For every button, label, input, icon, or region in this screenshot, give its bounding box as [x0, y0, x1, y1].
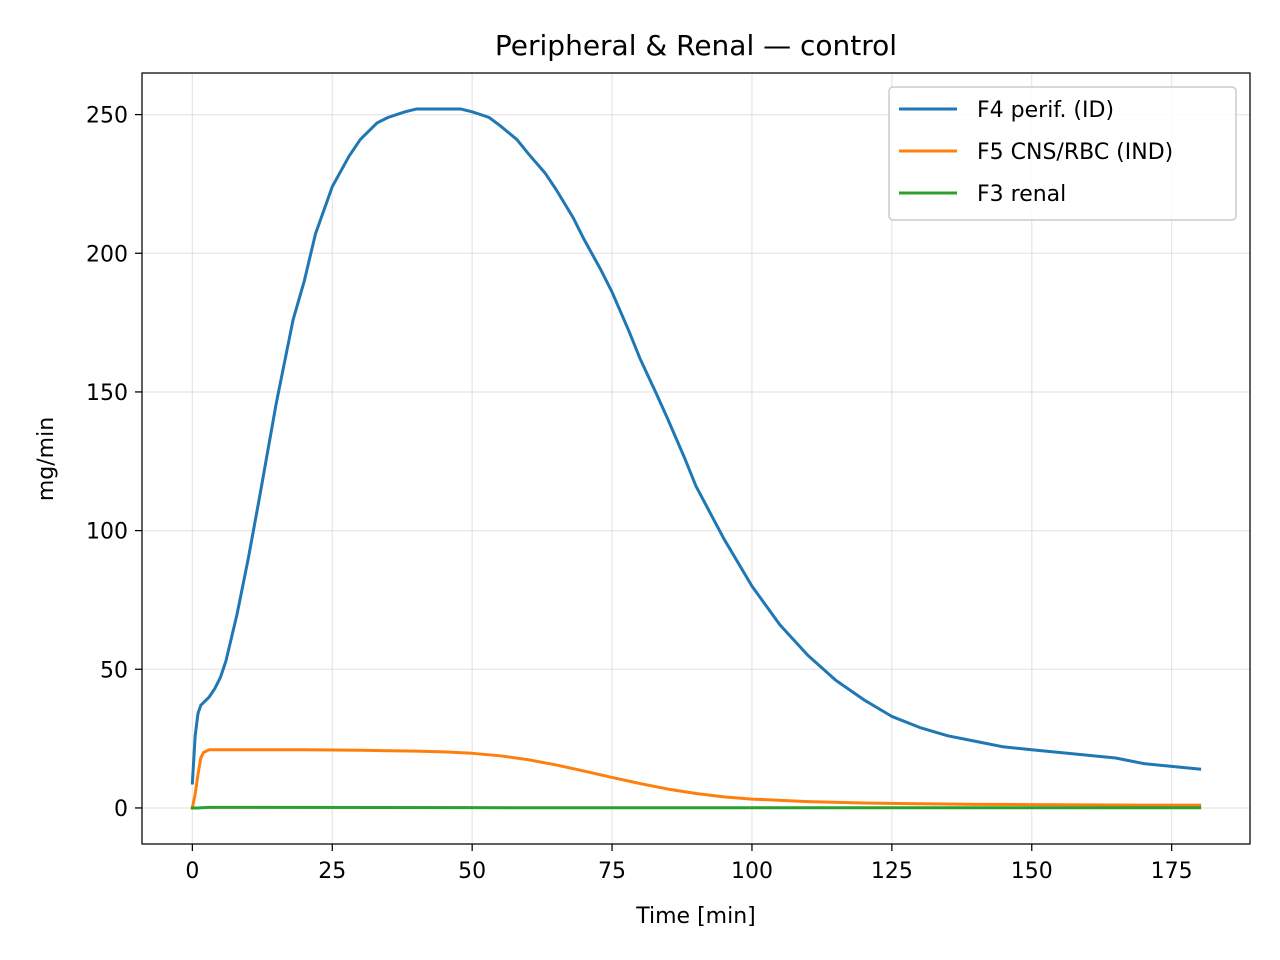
series-layer	[190, 107, 1202, 810]
series-line-2	[190, 748, 1202, 810]
y-tick-label: 0	[114, 797, 128, 822]
legend-label-3: F3 renal	[977, 182, 1066, 207]
series-line-3	[190, 805, 1202, 810]
plot-frame	[141, 72, 1251, 845]
x-tick-label: 125	[871, 859, 913, 884]
y-axis-label: mg/min	[34, 417, 59, 501]
y-tick-label: 100	[86, 520, 128, 545]
legend-items: F4 perif. (ID) F5 CNS/RBC (IND) F3 renal	[899, 98, 1173, 207]
x-tick-label: 50	[458, 859, 486, 884]
x-tick-label: 0	[185, 859, 199, 884]
x-tick-label: 75	[598, 859, 626, 884]
series-line-1	[190, 107, 1202, 785]
x-tick-label: 25	[318, 859, 346, 884]
x-tick-label: 150	[1011, 859, 1053, 884]
x-axis-label: Time [min]	[635, 904, 756, 929]
legend-label-1: F4 perif. (ID)	[977, 98, 1114, 123]
y-tick-label: 250	[86, 104, 128, 129]
y-tick-label: 50	[100, 658, 128, 683]
x-tick-label: 175	[1151, 859, 1193, 884]
y-tick-label: 150	[86, 381, 128, 406]
legend-label-2: F5 CNS/RBC (IND)	[977, 140, 1173, 165]
y-tick-label: 200	[86, 242, 128, 267]
legend: F4 perif. (ID) F5 CNS/RBC (IND) F3 renal	[888, 86, 1237, 221]
x-tick-label: 100	[731, 859, 773, 884]
chart-title: Peripheral & Renal — control	[495, 29, 897, 62]
x-axis-ticks: 0 25 50 75 100 125 150 175	[185, 844, 1193, 884]
legend-box	[888, 86, 1237, 221]
y-axis-ticks: 0 50 100 150 200 250	[86, 104, 142, 822]
